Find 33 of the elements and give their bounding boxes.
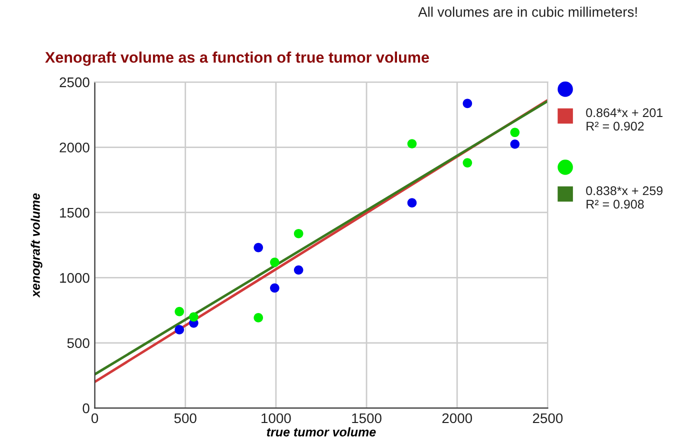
legend-label: 0.838*x + 259 R² = 0.908 [586,186,663,209]
y-tick-label: 1500 [60,208,90,218]
y-tick-label: 0 [82,403,90,414]
y-tick-label: 1000 [60,273,90,283]
point [270,283,280,293]
point [254,242,264,252]
point [510,139,520,149]
point [407,139,417,148]
y-axis-title: xenograft volume [30,193,42,298]
point [174,325,184,334]
point [407,198,417,208]
x-axis-title: true tumor volume [266,427,376,436]
x-tick-label: 2000 [442,413,472,424]
point [270,258,280,267]
point [294,265,304,275]
y-tick-label: 500 [67,338,90,348]
x-tick-label: 1000 [262,413,291,424]
x-tick-label: 1500 [352,413,382,424]
x-tick-label: 500 [174,413,196,424]
x-tick-label: 0 [91,413,98,424]
y-tick-label: 2000 [60,142,90,152]
point [462,158,472,168]
chart-title: Xenograft volume as a function of true tumor volume [45,52,429,66]
text: All volumes are in cubic millimeters! [418,6,637,17]
legend-label: 0.864*x + 201 R² = 0.902 [586,108,662,131]
point [462,98,472,108]
x-tick-label: 2500 [532,413,563,424]
point [510,128,520,138]
point [294,228,304,238]
point [174,306,184,316]
y-tick-label: 2500 [60,77,90,88]
point [189,312,198,322]
point [254,313,264,322]
